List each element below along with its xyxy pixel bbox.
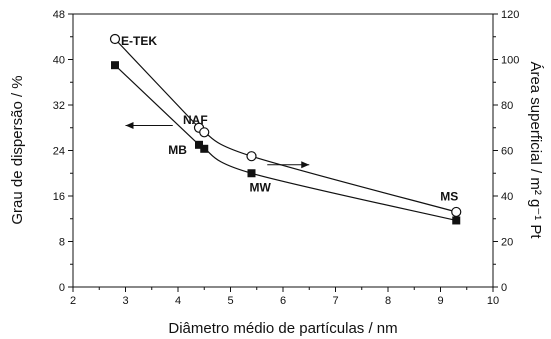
y2-tick-label: 60 — [501, 146, 513, 158]
y-tick-label: 16 — [53, 191, 65, 203]
y-tick-label: 40 — [53, 55, 65, 67]
x-tick-label: 5 — [227, 295, 233, 307]
y-tick-label: 0 — [59, 282, 65, 294]
square-marker — [452, 216, 461, 225]
square-marker — [195, 140, 203, 149]
plot-border — [72, 13, 494, 288]
circle-marker — [109, 33, 121, 45]
circle-marker — [451, 206, 462, 218]
y-axis-title: Grau de dispersão / % — [9, 75, 26, 224]
y2-tick-label: 20 — [501, 237, 513, 249]
arrow-head — [125, 121, 134, 129]
y2-tick-label: 0 — [501, 282, 507, 294]
data-marks — [109, 33, 462, 225]
y-tick-label: 32 — [53, 100, 65, 112]
x-tick-label: 7 — [332, 295, 338, 307]
point-label: E-TEK — [121, 34, 157, 48]
plot-frame — [72, 13, 494, 288]
x-tick-label: 9 — [437, 295, 443, 307]
bottom-axis: 2 3 4 5 6 7 8 9 10 — [70, 287, 499, 307]
point-label: NAF — [183, 113, 208, 127]
x-tick-label: 2 — [70, 295, 76, 307]
point-label: MS — [440, 189, 458, 203]
right-axis: 0 20 40 60 80 100 120 — [493, 9, 519, 294]
point-label: MB — [168, 143, 187, 157]
point-label: MW — [250, 180, 272, 194]
square-marker — [247, 169, 256, 178]
y-tick-label: 24 — [53, 146, 65, 158]
x-tick-label: 3 — [122, 295, 128, 307]
x-tick-label: 6 — [280, 295, 286, 307]
y-tick-label: 48 — [53, 9, 65, 21]
y2-tick-label: 40 — [501, 191, 513, 203]
arrow-head — [301, 161, 310, 169]
x-tick-label: 8 — [385, 295, 391, 307]
y2-tick-label: 100 — [501, 55, 519, 67]
point-labels: E-TEK NAF MB MW MS — [121, 34, 458, 203]
x-tick-label: 4 — [175, 295, 181, 307]
x-tick-label: 10 — [487, 295, 499, 307]
y2-tick-label: 80 — [501, 100, 513, 112]
axis-arrows — [125, 121, 310, 169]
y2-axis-title: Área superficial / m² g⁻¹ Pt — [527, 61, 544, 239]
trend-curves — [114, 38, 457, 222]
trend-curve-left — [114, 64, 457, 222]
square-marker — [111, 61, 119, 70]
left-axis: 0 8 16 24 32 40 48 — [53, 9, 73, 294]
circle-marker — [246, 151, 257, 162]
x-axis-title: Diâmetro médio de partículas / nm — [168, 320, 397, 337]
circle-marker — [199, 127, 210, 138]
y2-tick-label: 120 — [501, 9, 519, 21]
y-tick-label: 8 — [59, 237, 65, 249]
square-marker — [200, 144, 209, 153]
